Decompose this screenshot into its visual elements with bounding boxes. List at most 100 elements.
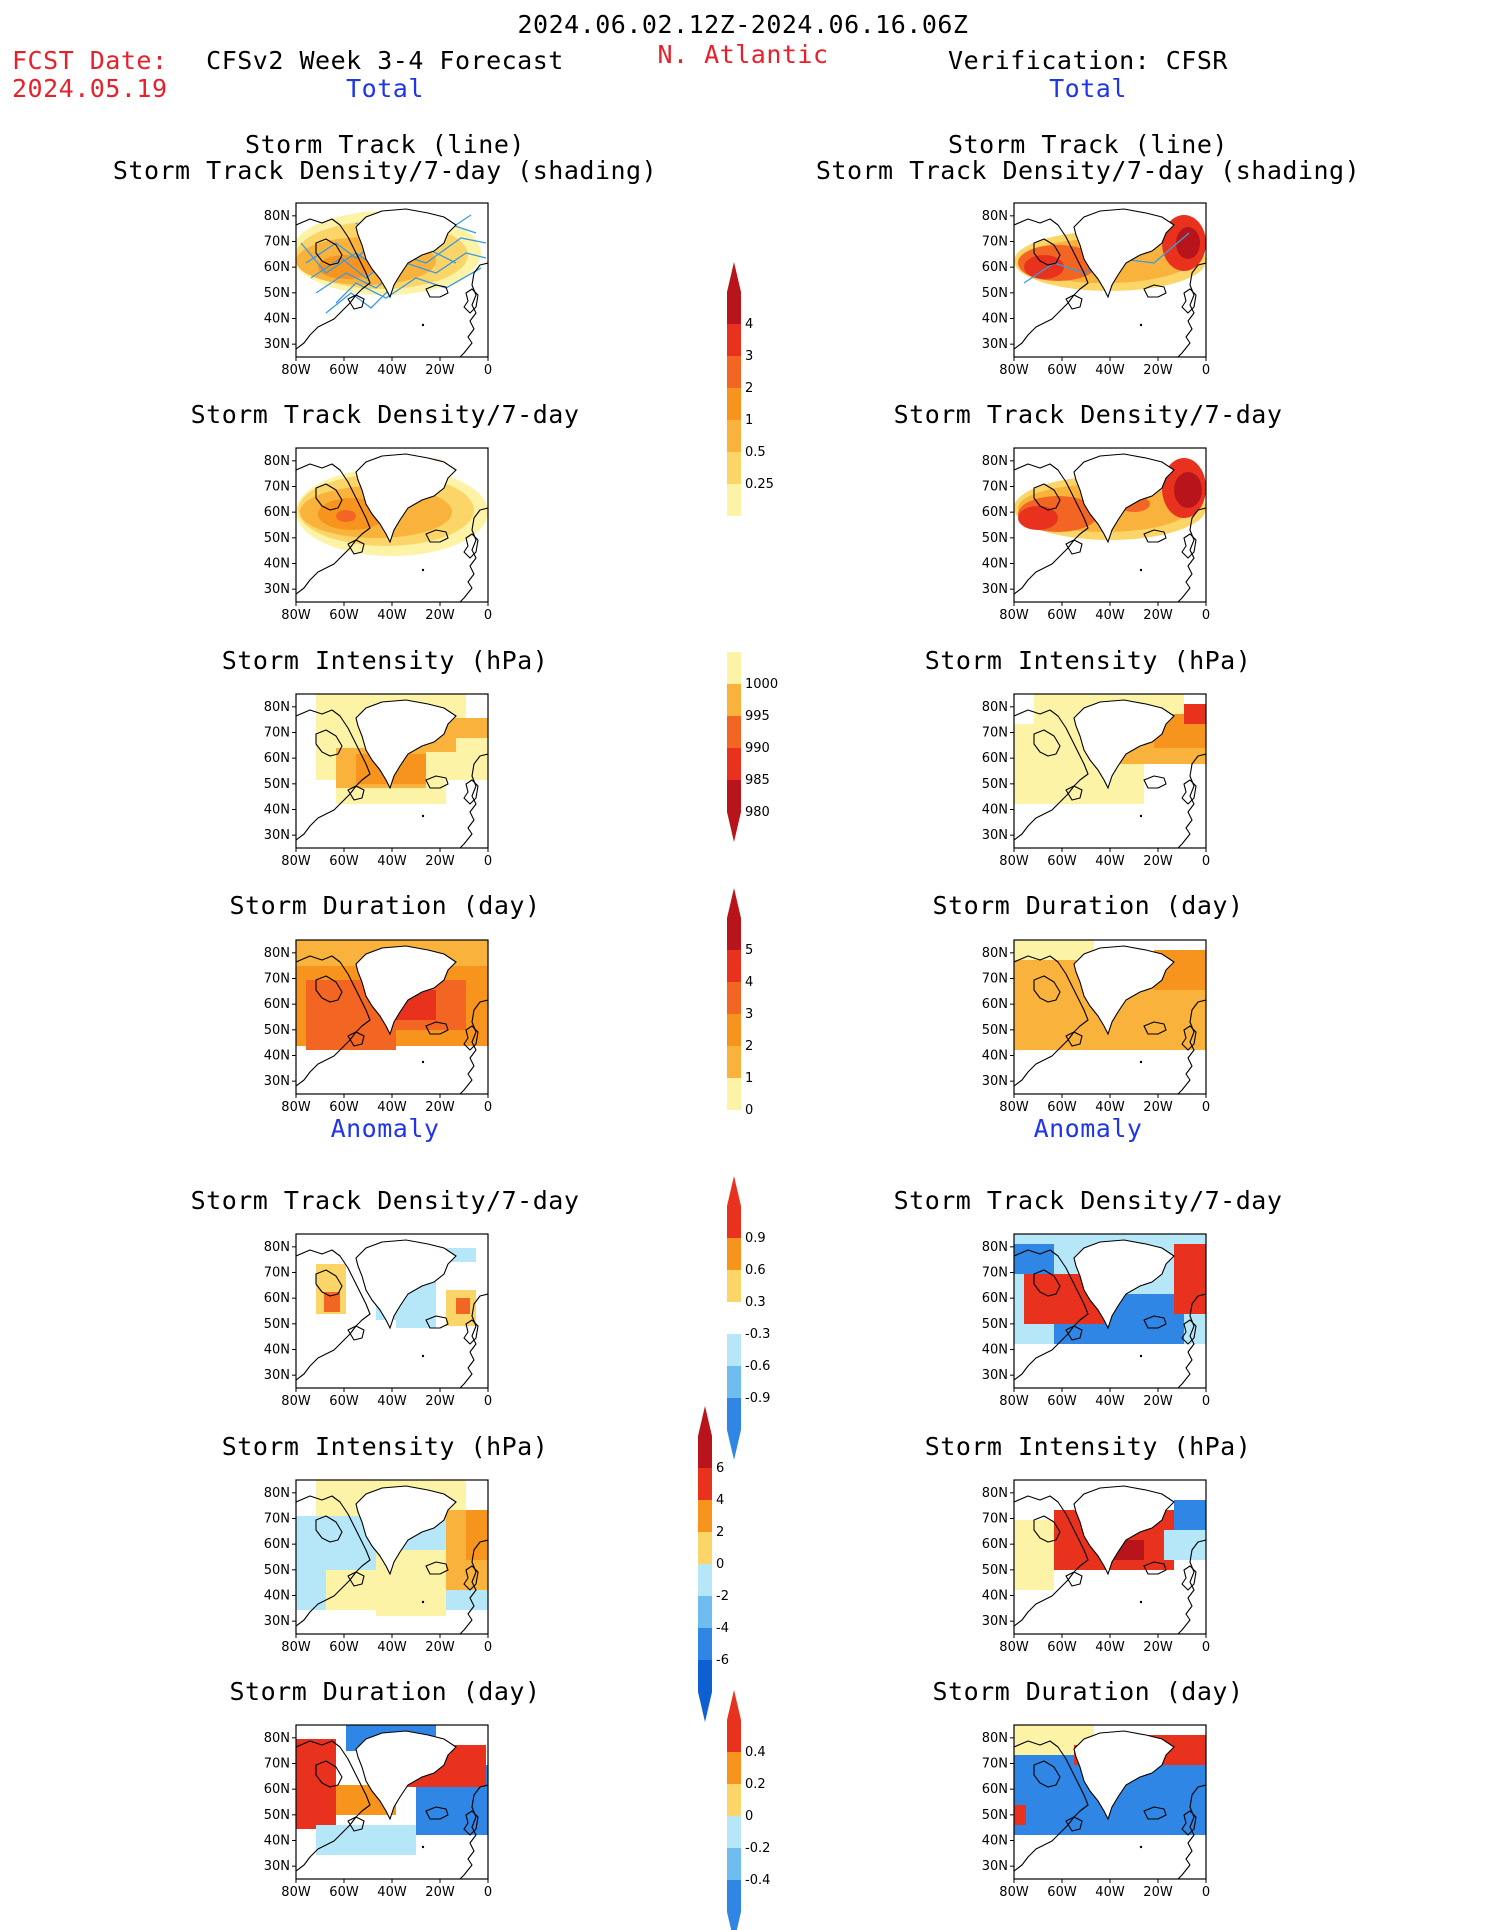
panel-title-intensity-anom-left: Storm Intensity (hPa): [221, 1432, 549, 1461]
colorbar-label: 0.5: [745, 445, 766, 460]
lat-tick-label: 40N: [264, 803, 290, 818]
lon-tick-label: 40W: [377, 1640, 407, 1655]
baffin-island-coastline: [315, 1515, 343, 1543]
newfoundland-coastline: [347, 1031, 365, 1047]
anomaly-label-left: Anomaly: [330, 1114, 440, 1143]
north-america-coastline: [296, 955, 371, 1087]
grid-cell: [1014, 1805, 1026, 1825]
lon-tick-label: 40W: [377, 854, 407, 869]
lat-tick-label: 70N: [264, 972, 290, 987]
colorbar-segment: [727, 1848, 741, 1880]
colorbar-segment: [727, 420, 741, 452]
panel-title-track-line-left: Storm Track (line): [245, 130, 525, 159]
colorbar-segment: [727, 1078, 741, 1110]
british-isles-coastline: [463, 1025, 479, 1051]
newfoundland-coastline: [1065, 539, 1083, 555]
newfoundland-coastline: [1065, 1816, 1083, 1832]
lat-tick-label: 50N: [264, 286, 290, 301]
lon-tick-label: 0: [484, 1394, 492, 1409]
azores-dot: [421, 1845, 425, 1849]
density-contour: [1018, 506, 1058, 530]
iceland-coastline: [1143, 529, 1167, 543]
lat-tick-label: 80N: [264, 454, 290, 469]
baffin-island-coastline: [1033, 729, 1061, 757]
lon-tick-label: 80W: [999, 854, 1029, 869]
lat-tick-label: 50N: [264, 1023, 290, 1038]
newfoundland-coastline: [1065, 1325, 1083, 1341]
coastline-layer: [1014, 699, 1206, 848]
lon-tick-label: 60W: [329, 1394, 359, 1409]
british-isles-coastline: [463, 779, 479, 805]
lat-tick-label: 70N: [264, 726, 290, 741]
colorbar-density-anomaly: 0.9 0.6 0.3 -0.3 -0.6 -0.9: [727, 1176, 770, 1460]
lat-tick-label: 50N: [982, 1317, 1008, 1332]
colorbar-segment: [727, 1014, 741, 1046]
british-isles-coastline: [463, 288, 479, 314]
lat-tick-label: 80N: [982, 1731, 1008, 1746]
density-contour: [336, 510, 356, 522]
lon-tick-label: 40W: [1095, 1100, 1125, 1115]
lat-tick-label: 70N: [264, 235, 290, 250]
map-intensity-forecast: 80N 70N 60N 50N 40N 30N 80W 60W 40W 20W 0: [264, 693, 492, 869]
panel-title-duration-anom-right: Storm Duration (day): [932, 1677, 1244, 1706]
europe-coastline: [459, 1293, 488, 1388]
greenland-coastline: [355, 208, 457, 299]
greenland-coastline: [355, 699, 457, 790]
lon-tick-label: 40W: [377, 608, 407, 623]
north-america-coastline: [296, 463, 371, 595]
lat-tick-label: 80N: [264, 700, 290, 715]
density-contour: [1174, 472, 1202, 508]
lon-tick-label: 0: [484, 608, 492, 623]
lat-tick-label: 70N: [982, 1757, 1008, 1772]
north-america-coastline: [296, 1740, 371, 1872]
europe-coastline: [1177, 1293, 1206, 1388]
lat-tick-label: 80N: [982, 1240, 1008, 1255]
colorbar-segment: [727, 748, 741, 780]
colorbar-label: 2: [745, 1039, 753, 1054]
lat-tick-label: 30N: [982, 337, 1008, 352]
greenland-coastline: [1073, 699, 1175, 790]
lon-tick-label: 20W: [425, 1640, 455, 1655]
azores-dot: [1139, 568, 1143, 572]
colorbar-label: 4: [716, 1493, 724, 1508]
colorbar-segment: [727, 484, 741, 516]
map-density-anomaly-verification: 80N 70N 60N 50N 40N 30N 80W 60W 40W 20W 0: [982, 1233, 1210, 1409]
greenland-coastline: [355, 1239, 457, 1330]
british-isles-coastline: [1181, 1025, 1197, 1051]
lat-tick-label: 30N: [982, 1368, 1008, 1383]
map-intensity-verification: 80N 70N 60N 50N 40N 30N 80W 60W 40W 20W 0: [982, 693, 1210, 869]
lon-tick-label: 60W: [1047, 1394, 1077, 1409]
newfoundland-coastline: [347, 539, 365, 555]
lat-tick-label: 70N: [982, 972, 1008, 987]
lat-tick-label: 70N: [264, 480, 290, 495]
azores-dot: [1139, 1600, 1143, 1604]
colorbar-label: 0: [745, 1809, 753, 1824]
lat-tick-label: 40N: [982, 1834, 1008, 1849]
lat-tick-label: 50N: [982, 286, 1008, 301]
colorbar-label: 0.6: [745, 1263, 766, 1278]
europe-coastline: [459, 753, 488, 848]
baffin-island-coastline: [315, 483, 343, 511]
newfoundland-coastline: [1065, 294, 1083, 310]
lon-tick-label: 20W: [425, 1885, 455, 1900]
lat-tick-label: 60N: [264, 260, 290, 275]
colorbar-label: 3: [745, 1007, 753, 1022]
map-duration-verification: 80N 70N 60N 50N 40N 30N 80W 60W 40W 20W 0: [982, 939, 1210, 1115]
colorbar-top-arrow: [727, 1690, 741, 1720]
british-isles-coastline: [463, 1810, 479, 1836]
lon-tick-label: 60W: [329, 1640, 359, 1655]
lon-tick-label: 80W: [999, 1100, 1029, 1115]
grid-cell: [324, 1292, 340, 1312]
azores-dot: [421, 568, 425, 572]
lon-tick-label: 0: [484, 1100, 492, 1115]
iceland-coastline: [425, 1561, 449, 1575]
region-label: N. Atlantic: [657, 40, 829, 69]
lat-tick-label: 70N: [982, 1512, 1008, 1527]
lon-tick-label: 0: [1202, 1100, 1210, 1115]
lat-tick-label: 50N: [982, 1808, 1008, 1823]
lon-tick-label: 80W: [999, 608, 1029, 623]
lon-tick-label: 20W: [425, 854, 455, 869]
date-range-title: 2024.06.02.12Z-2024.06.16.06Z: [517, 10, 969, 39]
colorbar-segment: [727, 388, 741, 420]
colorbar-label: 3: [745, 349, 753, 364]
